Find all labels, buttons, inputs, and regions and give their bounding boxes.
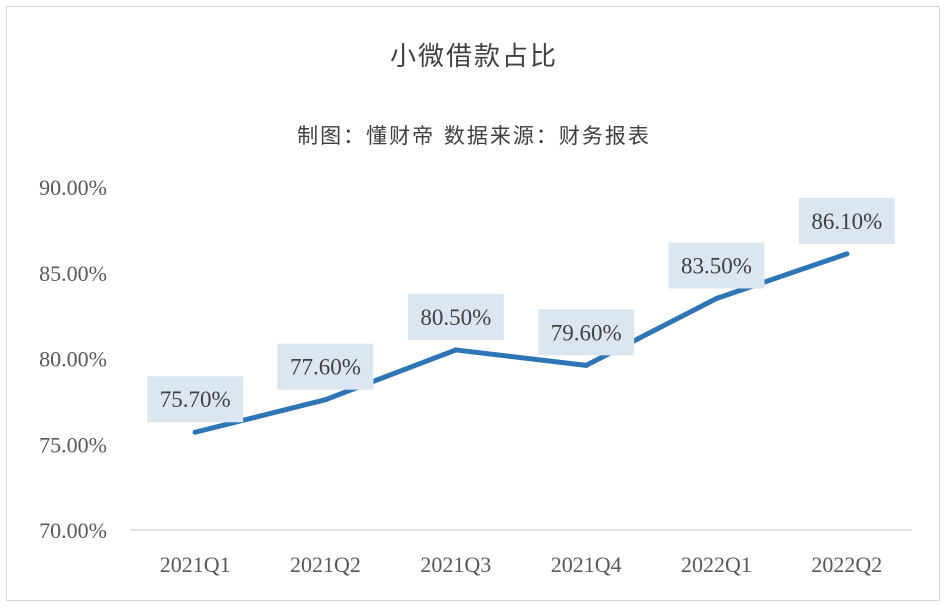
data-point: [714, 295, 719, 301]
y-tick-label: 90.00%: [39, 175, 107, 200]
data-point: [323, 397, 328, 403]
data-label-box: [277, 343, 374, 390]
x-tick-label: 2022Q1: [681, 552, 752, 577]
x-tick-label: 2022Q2: [811, 552, 882, 577]
data-label: 75.70%: [160, 387, 231, 412]
x-tick-label: 2021Q1: [160, 552, 231, 577]
data-label-box: [538, 309, 635, 356]
data-point: [583, 362, 589, 368]
x-tick-label: 2021Q3: [420, 552, 491, 577]
data-label: 83.50%: [681, 253, 752, 278]
y-tick-label: 85.00%: [39, 261, 107, 286]
data-point: [844, 251, 850, 257]
chart-subtitle: 制图：懂财帝 数据来源：财务报表: [297, 124, 651, 148]
data-point: [192, 429, 198, 435]
data-label-box: [798, 197, 895, 244]
data-label: 77.60%: [290, 355, 361, 380]
y-tick-label: 75.00%: [39, 432, 107, 457]
data-label: 86.10%: [811, 209, 882, 234]
y-tick-label: 70.00%: [39, 518, 107, 543]
data-label: 80.50%: [420, 305, 491, 330]
data-point: [453, 347, 459, 353]
data-label-box: [668, 242, 765, 289]
y-tick-label: 80.00%: [39, 347, 107, 372]
x-tick-label: 2021Q4: [551, 552, 622, 577]
data-label-box: [147, 376, 244, 423]
x-tick-label: 2021Q2: [290, 552, 361, 577]
data-label: 79.60%: [551, 320, 622, 345]
chart-title: 小微借款占比: [389, 42, 558, 72]
series-line: [192, 251, 850, 435]
data-label-box: [407, 293, 504, 340]
